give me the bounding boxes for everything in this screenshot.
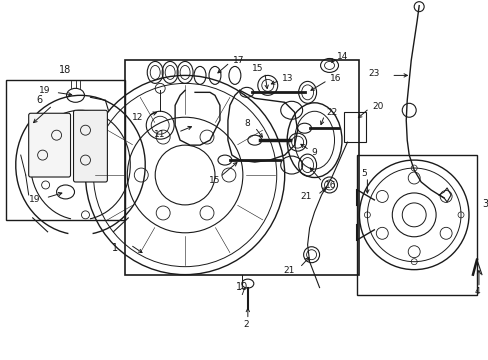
Text: 21: 21 (300, 193, 311, 202)
Bar (357, 155, 476, 294)
Text: 9: 9 (311, 148, 317, 157)
FancyBboxPatch shape (73, 110, 107, 182)
FancyBboxPatch shape (29, 113, 70, 177)
Text: 16: 16 (329, 74, 340, 83)
Text: 19: 19 (29, 195, 41, 204)
Text: 3: 3 (481, 199, 487, 209)
Text: 1: 1 (112, 243, 118, 253)
Text: 18: 18 (60, 66, 72, 76)
Text: 19: 19 (39, 86, 50, 95)
Bar (344, 112, 366, 142)
Text: 4: 4 (473, 287, 479, 296)
Text: 8: 8 (244, 119, 249, 128)
Text: 12: 12 (132, 113, 143, 122)
Text: 11: 11 (153, 130, 165, 139)
Text: 15: 15 (209, 176, 220, 185)
Text: 13: 13 (281, 74, 293, 83)
Text: 14: 14 (336, 52, 347, 61)
Text: 22: 22 (326, 108, 337, 117)
Text: 20: 20 (371, 102, 383, 111)
Text: 5: 5 (361, 168, 366, 177)
Bar (125, 60, 359, 275)
Text: 23: 23 (367, 69, 379, 78)
Text: 10: 10 (236, 282, 248, 292)
Text: 17: 17 (232, 56, 244, 65)
Text: 16: 16 (324, 181, 335, 190)
Bar (6, 80, 125, 220)
Text: 21: 21 (283, 266, 294, 275)
Text: 6: 6 (37, 95, 42, 105)
Text: 7: 7 (239, 288, 245, 297)
Text: 2: 2 (243, 320, 248, 329)
Text: 15: 15 (251, 64, 263, 73)
